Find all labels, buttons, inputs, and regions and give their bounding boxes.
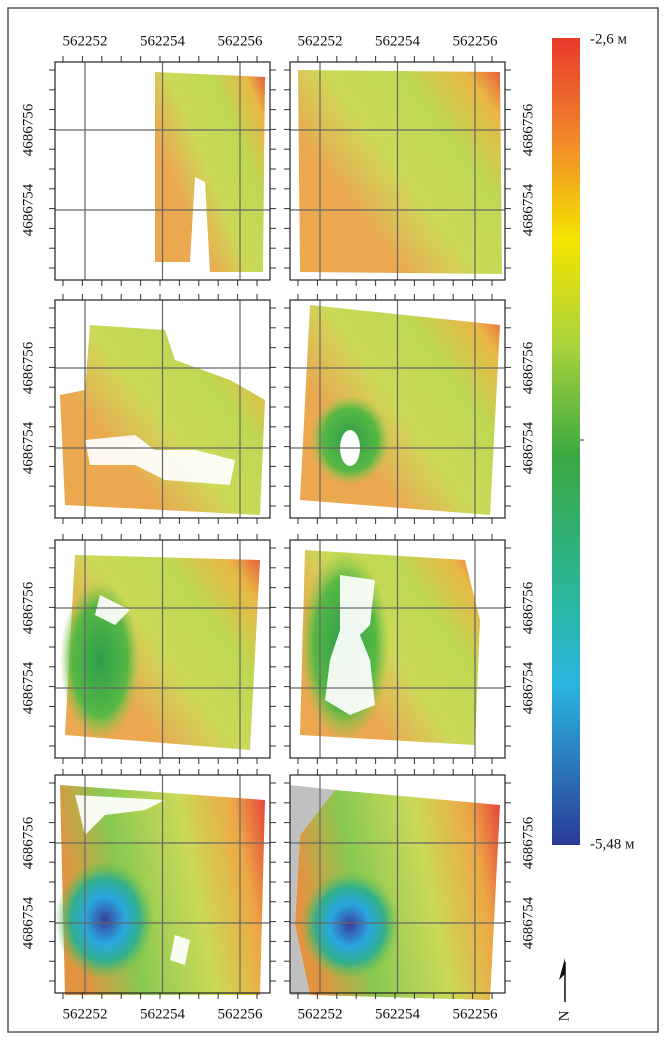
colorbar-min-label: -5,48 м	[590, 836, 635, 852]
depression	[300, 870, 400, 980]
map-panel: 4686756 4686754	[20, 534, 276, 764]
map-panel: 4686756 4686754	[284, 534, 536, 764]
terrain	[155, 72, 265, 272]
x-tick-label: 562252	[63, 1006, 108, 1022]
y-tick-label: 4686754	[520, 896, 536, 949]
x-tick-label: 562256	[453, 33, 499, 49]
map-panel: 4686756 4686754	[20, 294, 276, 524]
y-tick-label: 4686754	[520, 421, 536, 474]
y-tick-label: 4686754	[20, 421, 36, 474]
y-tick-label: 4686754	[520, 183, 536, 236]
y-tick-label: 4686754	[520, 661, 536, 714]
map-panel: 562252 562254 562256 4686756 4686754	[20, 33, 276, 286]
figure: 5622525622545622564686756468675456225256…	[0, 0, 666, 1039]
map-panel: 562252 562254 562256 4686756 4686754	[284, 33, 536, 286]
north-label: N	[556, 1010, 572, 1021]
depression	[55, 860, 155, 980]
map-panel: 562252 562254 562256 4686756 4686754	[20, 769, 276, 1022]
y-tick-label: 4686756	[520, 581, 536, 634]
x-tick-label: 562254	[375, 1006, 421, 1022]
y-tick-label: 4686756	[20, 341, 36, 394]
y-tick-label: 4686754	[20, 896, 36, 949]
x-tick-label: 562256	[453, 1006, 499, 1022]
y-tick-label: 4686754	[20, 183, 36, 236]
x-tick-label: 562254	[375, 33, 421, 49]
terrain	[298, 70, 502, 274]
colorbar-max-label: -2,6 м	[590, 31, 627, 47]
colorbar	[552, 38, 580, 845]
y-tick-label: 4686756	[520, 103, 536, 156]
map-panel: 4686756 4686754	[284, 294, 536, 524]
x-tick-label: 562252	[298, 1006, 343, 1022]
north-arrow: N	[556, 958, 572, 1021]
map-panel: 562252 562254 562256 4686756 4686754	[284, 769, 536, 1022]
x-tick-label: 562254	[140, 1006, 186, 1022]
y-tick-label: 4686754	[20, 661, 36, 714]
x-tick-label: 562252	[298, 33, 343, 49]
y-tick-label: 4686756	[20, 581, 36, 634]
x-tick-label: 562256	[218, 1006, 264, 1022]
x-tick-label: 562254	[140, 33, 186, 49]
x-tick-label: 562256	[218, 33, 264, 49]
y-tick-label: 4686756	[520, 816, 536, 869]
y-tick-label: 4686756	[520, 341, 536, 394]
y-tick-label: 4686756	[20, 103, 36, 156]
y-tick-label: 4686756	[20, 816, 36, 869]
x-tick-label: 562252	[63, 33, 108, 49]
